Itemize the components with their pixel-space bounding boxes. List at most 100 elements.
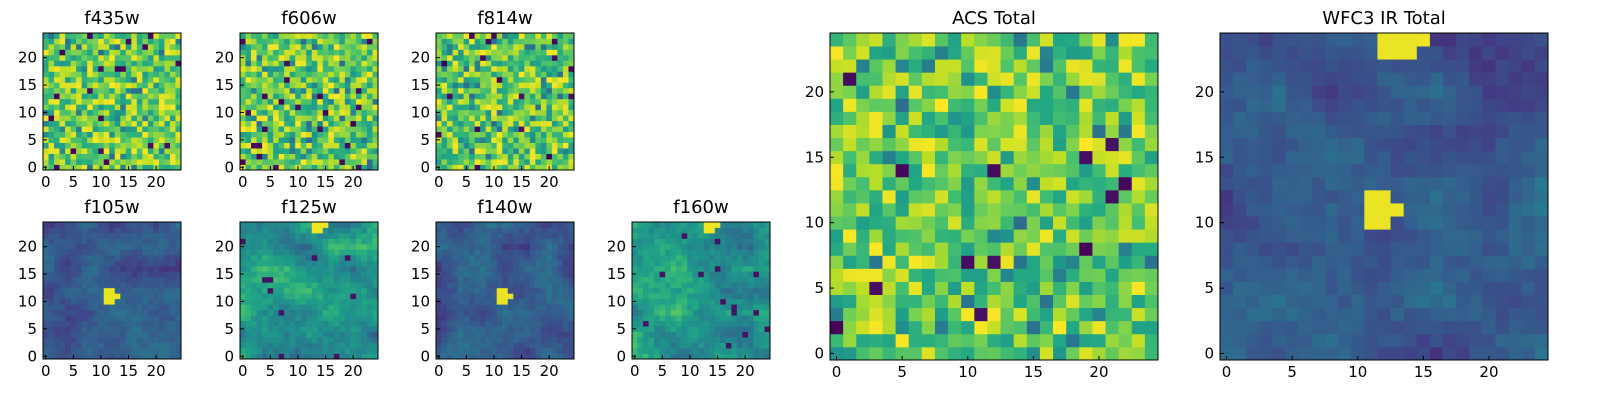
heatmap-cell bbox=[267, 331, 274, 338]
heatmap-cell bbox=[687, 337, 694, 343]
heatmap-cell bbox=[518, 109, 525, 116]
heatmap-cell bbox=[300, 49, 307, 56]
heatmap-cell bbox=[546, 337, 553, 343]
heatmap-cell bbox=[659, 293, 666, 300]
heatmap-cell bbox=[153, 271, 160, 278]
heatmap-cell bbox=[676, 348, 683, 354]
heatmap-cell bbox=[164, 276, 171, 283]
heatmap-cell bbox=[317, 71, 324, 78]
heatmap-cell bbox=[289, 38, 296, 45]
heatmap-cell bbox=[480, 260, 487, 267]
heatmap-cell bbox=[502, 38, 509, 45]
heatmap-cell bbox=[557, 238, 564, 245]
heatmap-cell bbox=[709, 287, 716, 294]
heatmap-cell bbox=[507, 260, 514, 267]
heatmap-cell bbox=[540, 43, 547, 50]
heatmap-cell bbox=[372, 109, 379, 116]
heatmap-cell bbox=[125, 71, 132, 78]
heatmap-cell bbox=[306, 293, 313, 300]
heatmap-cell bbox=[535, 320, 542, 327]
heatmap-cell bbox=[507, 49, 514, 56]
heatmap-cell bbox=[70, 60, 77, 67]
heatmap-cell bbox=[447, 82, 453, 89]
heatmap-cell bbox=[1105, 333, 1120, 348]
heatmap-cell bbox=[284, 353, 291, 360]
heatmap-cell bbox=[654, 293, 660, 300]
heatmap-cell bbox=[125, 137, 132, 143]
heatmap-cell bbox=[361, 82, 368, 89]
panel-title: f140w bbox=[477, 197, 532, 218]
heatmap-cell bbox=[1118, 242, 1133, 256]
heatmap-cell bbox=[169, 164, 176, 171]
heatmap-cell bbox=[169, 265, 176, 272]
heatmap-cell bbox=[328, 131, 335, 138]
heatmap-cell bbox=[120, 282, 127, 289]
heatmap-cell bbox=[245, 104, 252, 111]
heatmap-cell bbox=[48, 298, 55, 305]
heatmap-cell bbox=[284, 315, 291, 322]
heatmap-cell bbox=[339, 254, 346, 261]
heatmap-cell bbox=[524, 287, 531, 294]
heatmap-cell bbox=[524, 331, 531, 338]
heatmap-cell bbox=[355, 82, 362, 89]
heatmap-cell bbox=[131, 320, 138, 327]
heatmap-cell bbox=[551, 54, 558, 61]
heatmap-cell bbox=[725, 326, 732, 332]
heatmap-cell bbox=[436, 38, 442, 45]
heatmap-cell bbox=[529, 331, 536, 338]
heatmap-cell bbox=[136, 159, 143, 165]
heatmap-cell bbox=[535, 265, 542, 272]
heatmap-cell bbox=[295, 115, 302, 122]
heatmap-cell bbox=[289, 54, 296, 61]
x-tick-label: 5 bbox=[462, 362, 472, 380]
heatmap-cell bbox=[317, 137, 324, 143]
heatmap-cell bbox=[1066, 281, 1080, 295]
heatmap-cell bbox=[540, 249, 547, 256]
heatmap-cell bbox=[1092, 307, 1106, 322]
heatmap-cell bbox=[562, 222, 569, 228]
heatmap-cell bbox=[551, 137, 558, 143]
heatmap-cell bbox=[518, 49, 525, 56]
heatmap-cell bbox=[131, 98, 138, 105]
heatmap-cell bbox=[452, 98, 459, 105]
heatmap-cell bbox=[81, 142, 88, 149]
heatmap-cell bbox=[1053, 294, 1067, 309]
heatmap-cell bbox=[643, 260, 649, 267]
heatmap-cell bbox=[934, 203, 949, 217]
heatmap-cell bbox=[882, 137, 896, 152]
heatmap-cell bbox=[1092, 229, 1106, 243]
heatmap-cell bbox=[687, 348, 694, 354]
heatmap-cell bbox=[974, 189, 988, 204]
heatmap-cell bbox=[366, 148, 373, 154]
heatmap-cell bbox=[758, 271, 765, 278]
heatmap-cell bbox=[665, 276, 672, 283]
heatmap-cell bbox=[355, 282, 362, 289]
heatmap-cell bbox=[344, 60, 351, 67]
heatmap-cell bbox=[934, 242, 949, 256]
heatmap-cell bbox=[59, 82, 66, 89]
heatmap-cell bbox=[81, 126, 88, 133]
heatmap-cell bbox=[524, 348, 531, 354]
heatmap-cell bbox=[372, 148, 379, 154]
heatmap-cell bbox=[529, 126, 536, 133]
heatmap-cell bbox=[87, 326, 94, 332]
heatmap-cell bbox=[452, 120, 459, 127]
heatmap-cell bbox=[251, 43, 257, 50]
heatmap-cell bbox=[333, 331, 340, 338]
heatmap-cell bbox=[830, 294, 844, 309]
heatmap-cell bbox=[725, 304, 732, 311]
heatmap-cell bbox=[551, 232, 558, 239]
heatmap-cell bbox=[698, 227, 705, 234]
heatmap-cell bbox=[709, 348, 716, 354]
heatmap-cell bbox=[322, 326, 329, 332]
heatmap-cell bbox=[1105, 216, 1120, 230]
heatmap-cell bbox=[125, 293, 132, 300]
heatmap-cell bbox=[736, 304, 743, 311]
heatmap-cell bbox=[153, 243, 160, 250]
heatmap-cell bbox=[125, 82, 132, 89]
heatmap-cell bbox=[109, 109, 116, 116]
heatmap-cell bbox=[568, 243, 575, 250]
heatmap-cell bbox=[502, 353, 509, 360]
heatmap-cell bbox=[665, 315, 672, 322]
heatmap-cell bbox=[131, 348, 138, 354]
